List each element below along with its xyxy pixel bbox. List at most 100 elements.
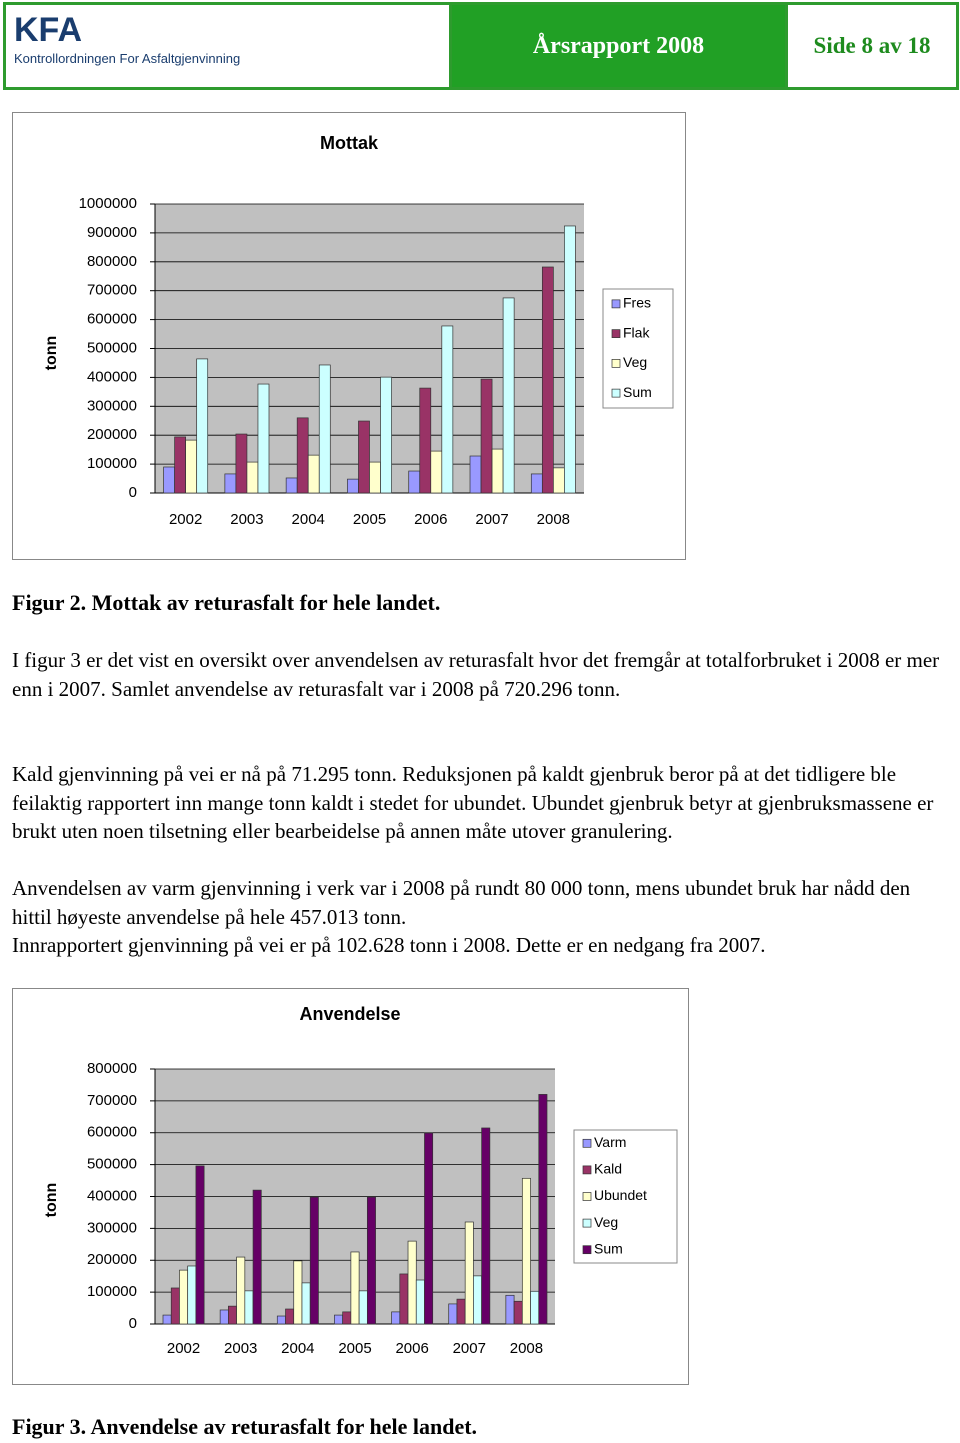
bar — [541, 266, 554, 494]
bar — [236, 1256, 246, 1325]
bar — [318, 364, 331, 494]
bar — [235, 433, 248, 494]
legend-label: Varm — [594, 1134, 626, 1150]
caption: Figur 2. Mottak av returasfalt for hele … — [12, 590, 441, 615]
bar — [246, 461, 259, 494]
bar — [502, 297, 515, 494]
bar — [342, 1311, 352, 1325]
legend-label: Sum — [594, 1240, 623, 1256]
bar — [513, 1300, 523, 1325]
page-number: Side 8 av 18 — [813, 33, 931, 58]
chart: Mottak tonn 0 100000 200000 300000 400000 50000… — [12, 112, 686, 560]
x-tick-label: 2003 — [224, 1340, 257, 1357]
legend-label: Veg — [623, 354, 647, 370]
paragraph: Anvendelsen av varm gjenvinning i verk v… — [12, 876, 911, 929]
bar — [301, 1282, 311, 1325]
bar — [407, 1240, 417, 1325]
bar — [163, 466, 175, 494]
bar — [307, 454, 320, 494]
legend-label: Flak — [623, 324, 650, 340]
bar — [521, 1177, 531, 1325]
legend-swatch — [582, 1138, 592, 1148]
y-tick-label: 800000 — [87, 1060, 137, 1077]
bar — [480, 378, 493, 494]
y-tick-label: 200000 — [87, 1251, 137, 1268]
legend-swatch — [611, 329, 621, 338]
y-tick-label: 300000 — [87, 397, 137, 414]
x-tick-label: 2002 — [167, 1340, 200, 1357]
y-tick-label: 700000 — [87, 1092, 137, 1109]
y-tick-label: 100000 — [87, 1283, 137, 1300]
y-tick-label: 0 — [129, 484, 137, 501]
x-tick-label: 2008 — [537, 511, 570, 528]
y-tick-label: 1000000 — [79, 195, 137, 212]
bar — [469, 455, 482, 494]
legend-swatch — [582, 1192, 592, 1201]
bar — [358, 1290, 368, 1325]
paragraph: I figur 3 er det vist en oversikt over a… — [12, 648, 940, 701]
bar — [170, 1287, 180, 1325]
bar — [224, 473, 237, 494]
bar — [334, 1314, 344, 1325]
x-tick-label: 2002 — [169, 511, 202, 528]
bar — [448, 1303, 458, 1325]
x-tick-label: 2005 — [338, 1340, 371, 1357]
bar — [564, 225, 576, 494]
y-tick-label: 700000 — [87, 282, 137, 299]
bar — [481, 1127, 491, 1325]
bar — [538, 1094, 548, 1325]
x-tick-label: 2005 — [353, 511, 386, 528]
header-title: Årsrapport 2008 — [452, 5, 788, 87]
bar — [391, 1311, 401, 1325]
bar — [473, 1275, 482, 1325]
legend-label: Fres — [623, 295, 651, 311]
legend-label: Kald — [594, 1161, 622, 1177]
bar — [179, 1269, 189, 1325]
x-tick-label: 2008 — [510, 1340, 543, 1357]
paragraph: Kald gjenvinning på vei er nå på 71.295 … — [12, 762, 934, 844]
legend-label: Veg — [594, 1214, 618, 1230]
bar — [399, 1273, 409, 1325]
logo: KFA Kontrollordningen For Asfaltgjenvinn… — [6, 5, 452, 87]
bar — [285, 1308, 295, 1325]
bar — [530, 1290, 540, 1325]
y-tick-label: 100000 — [87, 455, 137, 472]
bar — [285, 477, 298, 494]
x-tick-label: 2003 — [230, 511, 263, 528]
bar — [347, 478, 359, 494]
bar — [174, 436, 186, 494]
bar — [430, 450, 443, 494]
paragraph: Innrapportert gjenvinning på vei er på 1… — [12, 933, 766, 957]
header: KFA Kontrollordningen For Asfaltgjenvinn… — [3, 2, 959, 90]
bar — [456, 1298, 466, 1325]
bar — [162, 1314, 172, 1325]
x-tick-label: 2004 — [292, 511, 325, 528]
y-tick-label: 500000 — [87, 1156, 137, 1173]
bar — [408, 470, 421, 494]
y-tick-label: 300000 — [87, 1219, 137, 1236]
chart: Anvendelse tonn 0 100000 200000 300000 400000 5… — [12, 988, 689, 1385]
y-tick-label: 400000 — [87, 1187, 137, 1204]
legend-box — [602, 288, 674, 409]
legend-swatch — [582, 1245, 592, 1255]
y-tick-label: 500000 — [87, 339, 137, 356]
bar — [296, 417, 309, 494]
y-axis-label: tonn — [43, 336, 60, 371]
y-tick-label: 600000 — [87, 1124, 137, 1141]
bar — [276, 1315, 286, 1325]
bar — [309, 1196, 319, 1325]
x-tick-label: 2007 — [453, 1340, 486, 1357]
bar — [228, 1305, 237, 1325]
x-tick-label: 2006 — [395, 1340, 428, 1357]
bar — [505, 1294, 515, 1325]
bar — [196, 358, 209, 494]
x-tick-label: 2004 — [281, 1340, 314, 1357]
y-tick-label: 200000 — [87, 426, 137, 443]
bar — [195, 1165, 205, 1325]
bar — [441, 325, 454, 494]
legend-label: Ubundet — [594, 1187, 647, 1203]
legend-swatch — [611, 299, 621, 309]
y-axis-label: tonn — [43, 1183, 60, 1218]
legend-swatch — [582, 1165, 592, 1175]
